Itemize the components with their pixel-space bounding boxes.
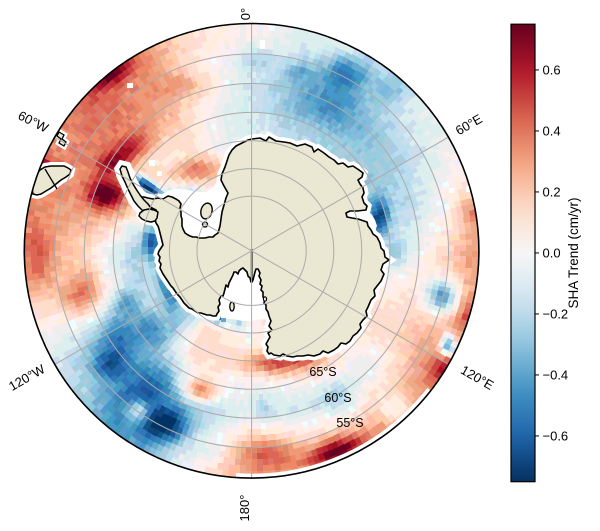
svg-text:0°: 0° bbox=[238, 8, 253, 20]
svg-text:SHA Trend (cm/yr): SHA Trend (cm/yr) bbox=[566, 197, 581, 308]
svg-text:0.4: 0.4 bbox=[543, 123, 561, 138]
svg-text:0.2: 0.2 bbox=[543, 184, 561, 199]
svg-text:0.6: 0.6 bbox=[543, 62, 561, 77]
svg-text:65°S: 65°S bbox=[309, 365, 336, 379]
svg-text:−0.6: −0.6 bbox=[543, 428, 569, 443]
svg-text:−0.2: −0.2 bbox=[543, 306, 569, 321]
svg-text:60°S: 60°S bbox=[324, 391, 351, 405]
svg-text:55°S: 55°S bbox=[336, 416, 363, 430]
svg-text:0.0: 0.0 bbox=[543, 245, 561, 260]
svg-text:−0.4: −0.4 bbox=[543, 367, 569, 382]
svg-text:180°: 180° bbox=[237, 495, 252, 522]
